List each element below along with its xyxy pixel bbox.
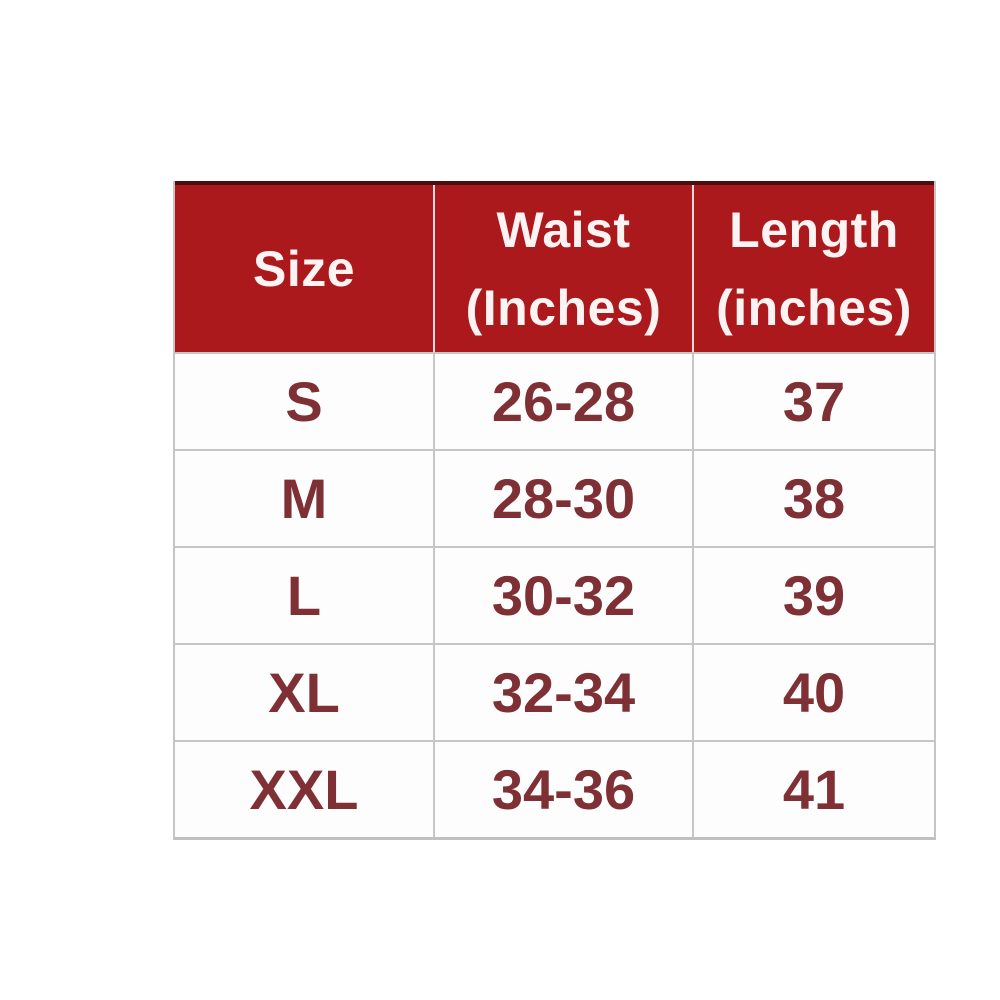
header-size-label: Size [252,240,356,297]
header-length-label-line2: (inches) [716,279,912,336]
size-cell: M [280,467,328,531]
size-cell: XL [268,661,340,725]
waist-cell: 26-28 [433,354,692,450]
waist-cell: 34-36 [433,742,692,837]
length-cell: 39 [692,548,934,644]
table-row: L 30-32 39 [175,546,934,644]
table-row: S 26-28 37 [175,352,934,450]
length-cell: 38 [692,451,934,547]
length-cell: 41 [692,742,934,837]
header-cell-size: Size [175,185,433,352]
size-cell: S [285,370,323,434]
header-waist-label-line2: (Inches) [465,279,662,336]
table-row: M 28-30 38 [175,449,934,547]
table-row: XL 32-34 40 [175,643,934,741]
length-cell: 37 [692,354,934,450]
header-cell-waist: Waist (Inches) [433,185,692,353]
length-cell: 40 [692,645,934,741]
size-cell: XXL [249,758,359,822]
table-header-row: Size Waist (Inches) Length (inches) [175,181,934,353]
table-row: XXL 34-36 41 [175,740,934,837]
size-chart-table: Size Waist (Inches) Length (inches) S 26… [173,181,936,840]
header-length-label-line1: Length [729,201,899,258]
size-cell: L [286,564,322,628]
waist-cell: 30-32 [433,548,692,644]
waist-cell: 32-34 [433,645,692,741]
header-waist-label-line1: Waist [496,201,631,258]
waist-cell: 28-30 [433,451,692,547]
header-cell-length: Length (inches) [692,185,934,353]
